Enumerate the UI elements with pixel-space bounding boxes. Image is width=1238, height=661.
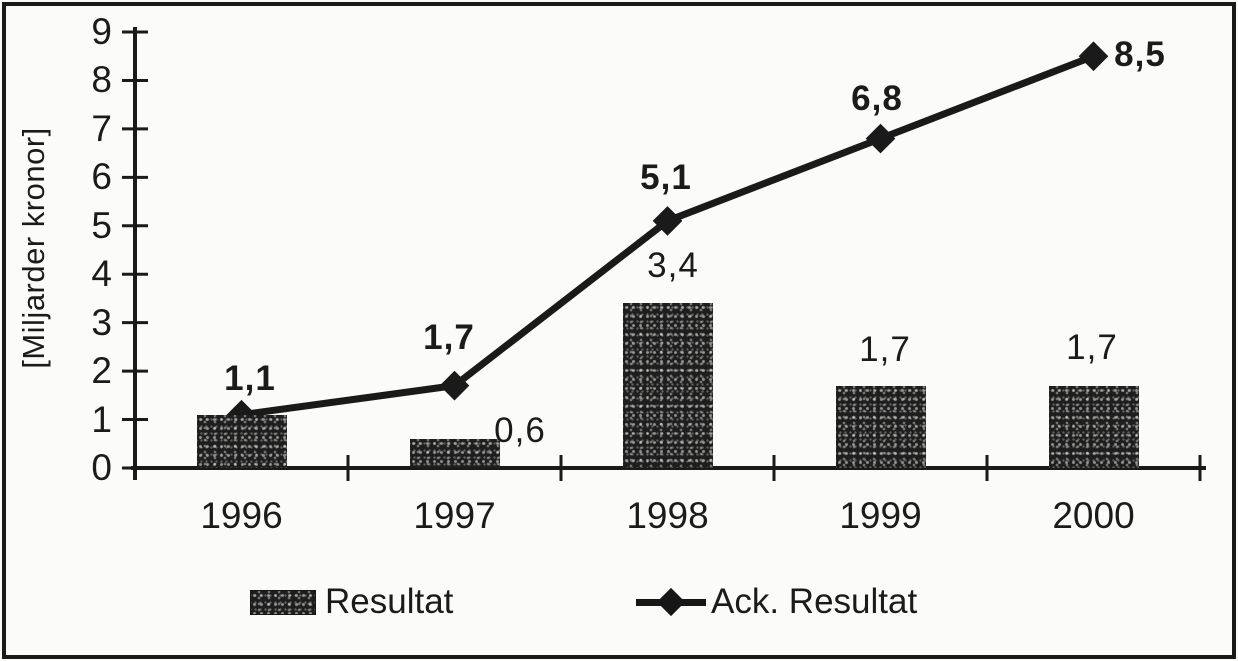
y-tick-label: 7 bbox=[91, 107, 112, 149]
y-tick-label: 5 bbox=[91, 204, 112, 246]
line-value-label: 1,7 bbox=[423, 318, 475, 357]
result-bar bbox=[409, 438, 500, 468]
result-bar bbox=[196, 414, 287, 468]
bar-value-label: 1,7 bbox=[1066, 328, 1118, 367]
diamond-marker bbox=[652, 206, 683, 236]
bar-value-label: 3,4 bbox=[647, 246, 699, 285]
x-category-label: 1998 bbox=[626, 495, 709, 536]
diamond-marker bbox=[1078, 41, 1109, 72]
bar-value-label: 0,6 bbox=[494, 411, 546, 450]
result-bar bbox=[835, 385, 926, 468]
y-tick-label: 9 bbox=[91, 11, 112, 52]
diamond-icon bbox=[656, 587, 686, 617]
line-marker-icon bbox=[636, 586, 706, 618]
y-tick-label: 6 bbox=[91, 156, 112, 198]
legend-item-ack-resultat: Ack. Resultat bbox=[636, 582, 917, 621]
x-category-label: 1996 bbox=[200, 495, 283, 536]
bar-value-label: 1,7 bbox=[859, 330, 911, 369]
line-value-label: 5,1 bbox=[640, 158, 692, 197]
y-axis-title: [Miljarder kronor] bbox=[16, 127, 51, 369]
result-bar bbox=[1048, 385, 1139, 468]
legend-item-resultat: Resultat bbox=[250, 582, 453, 621]
diamond-marker bbox=[439, 370, 470, 401]
y-tick-label: 4 bbox=[91, 253, 112, 295]
line-value-label: 8,5 bbox=[1114, 35, 1166, 74]
y-tick-label: 8 bbox=[91, 59, 112, 101]
legend-label-resultat: Resultat bbox=[325, 582, 454, 621]
x-category-label: 1999 bbox=[839, 495, 922, 536]
x-category-label: 1997 bbox=[413, 495, 496, 536]
line-value-label: 1,1 bbox=[224, 359, 276, 398]
bar-swatch-icon bbox=[250, 589, 316, 615]
y-tick-label: 2 bbox=[91, 350, 112, 392]
y-tick-label: 1 bbox=[91, 398, 112, 440]
legend-label-ack-resultat: Ack. Resultat bbox=[711, 582, 918, 621]
diamond-marker bbox=[865, 123, 896, 154]
y-tick-label: 3 bbox=[91, 301, 112, 343]
x-category-label: 2000 bbox=[1052, 495, 1135, 536]
y-tick-label: 0 bbox=[91, 447, 112, 488]
line-value-label: 6,8 bbox=[851, 79, 903, 118]
result-bar bbox=[622, 303, 713, 468]
